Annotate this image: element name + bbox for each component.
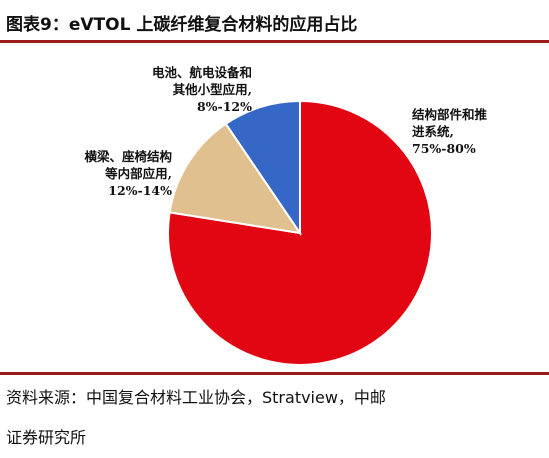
chart-title: 图表9：eVTOL 上碳纤维复合材料的应用占比 (6, 15, 358, 35)
slice-label-battery-range: 8%-12% (196, 99, 252, 114)
source-line-2: 证券研究所 (6, 428, 87, 447)
slice-label-structural-range: 75%-80% (412, 141, 476, 156)
slice-label-interior-line-1: 横梁、座椅结构 (84, 149, 172, 164)
slice-label-structural-line-2: 进系统, (412, 124, 454, 139)
pie-slice-battery (224, 99, 301, 237)
source-line-1: 资料来源：中国复合材料工业协会，Stratview，中邮 (6, 388, 386, 407)
slice-label-interior: 横梁、座椅结构 等内部应用, 12%-14% (60, 148, 172, 199)
slice-label-battery-line-1: 电池、航电设备和 (151, 65, 252, 80)
pie-slice-interior (168, 122, 303, 235)
slice-label-structural: 结构部件和推 进系统, 75%-80% (412, 106, 487, 157)
slice-label-interior-line-2: 等内部应用, (105, 166, 172, 181)
title-divider (0, 40, 549, 43)
slice-label-structural-line-1: 结构部件和推 (412, 107, 488, 122)
slice-label-battery: 电池、航电设备和 其他小型应用, 8%-12% (124, 64, 252, 115)
source-divider (0, 372, 549, 375)
slice-label-battery-line-2: 其他小型应用, (172, 82, 252, 97)
slice-label-interior-range: 12%-14% (108, 183, 172, 198)
pie-chart (167, 99, 434, 366)
source-note: 资料来源：中国复合材料工业协会，Stratview，中邮 证券研究所 (6, 378, 543, 458)
